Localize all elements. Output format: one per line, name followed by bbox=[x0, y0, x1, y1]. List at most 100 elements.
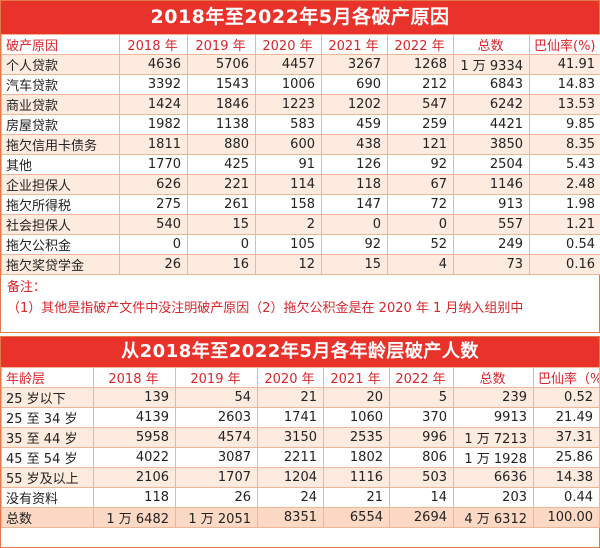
table-cell: 259 bbox=[387, 114, 454, 135]
table-cell: 438 bbox=[321, 134, 388, 155]
table-cell: 3267 bbox=[321, 54, 388, 75]
table-cell: 249 bbox=[453, 234, 530, 255]
table-cell: 37.31 bbox=[533, 427, 600, 448]
table-row: 社会担保人 540 15 2 0 0 557 1.21 bbox=[1, 214, 600, 235]
column-header: 2019 年 bbox=[187, 34, 256, 55]
table-cell: 8351 bbox=[257, 507, 324, 528]
table-cell: 14 bbox=[389, 487, 454, 508]
table-cell: 913 bbox=[453, 194, 530, 215]
table-cell: 540 bbox=[119, 214, 188, 235]
table-cell: 583 bbox=[255, 114, 322, 135]
table-cell: 158 bbox=[255, 194, 322, 215]
table-cell: 126 bbox=[321, 154, 388, 175]
table-cell: 118 bbox=[321, 174, 388, 195]
table1-body: 个人贷款 4636 5706 4457 3267 1268 1 万 9334 41.91 汽车贷… bbox=[1, 54, 600, 275]
notes-text: （1）其他是指破产文件中没注明破产原因（2）拖欠公积金是在 2020 年 1 月… bbox=[7, 301, 524, 316]
total-row: 总数 1 万 6482 1 万 2051 8351 6554 2694 4 万 6312 10… bbox=[1, 507, 600, 528]
age-group-table-block: 从2018年至2022年5月各年龄层破产人数 年龄层 2018 年 2019 年 20… bbox=[0, 336, 600, 548]
row-label: 汽车贷款 bbox=[1, 74, 120, 95]
table-cell: 16 bbox=[187, 254, 256, 275]
column-header: 2020 年 bbox=[255, 34, 322, 55]
table2-body: 25 岁以下 139 54 21 20 5 239 0.52 25 至 34 岁 4139 2603… bbox=[1, 387, 600, 528]
table-cell: 14.83 bbox=[529, 74, 600, 95]
column-header: 总数 bbox=[453, 34, 530, 55]
row-label: 45 至 54 岁 bbox=[1, 447, 94, 468]
table-cell: 806 bbox=[389, 447, 454, 468]
row-label: 25 岁以下 bbox=[1, 387, 94, 408]
table-cell: 1116 bbox=[323, 467, 390, 488]
table-cell: 4636 bbox=[119, 54, 188, 75]
table-cell: 1060 bbox=[323, 407, 390, 428]
table-cell: 67 bbox=[387, 174, 454, 195]
table-cell: 1 万 2051 bbox=[175, 507, 258, 528]
row-label: 社会担保人 bbox=[1, 214, 120, 235]
table-row: 拖欠信用卡债务 1811 880 600 438 121 3850 8.35 bbox=[1, 134, 600, 155]
table-cell: 503 bbox=[389, 467, 454, 488]
table-row: 其他 1770 425 91 126 92 2504 5.43 bbox=[1, 154, 600, 175]
table-cell: 2535 bbox=[323, 427, 390, 448]
table-cell: 1 万 1928 bbox=[453, 447, 534, 468]
table-row: 汽车贷款 3392 1543 1006 690 212 6843 14.83 bbox=[1, 74, 600, 95]
table-cell: 25.86 bbox=[533, 447, 600, 468]
table-cell: 239 bbox=[453, 387, 534, 408]
table-row: 25 岁以下 139 54 21 20 5 239 0.52 bbox=[1, 387, 600, 408]
table-cell: 690 bbox=[321, 74, 388, 95]
table-cell: 2694 bbox=[389, 507, 454, 528]
column-header: 巴仙率(%) bbox=[529, 34, 600, 55]
table-cell: 1268 bbox=[387, 54, 454, 75]
table-cell: 12 bbox=[255, 254, 322, 275]
table-cell: 1802 bbox=[323, 447, 390, 468]
row-label: 房屋贷款 bbox=[1, 114, 120, 135]
column-header: 2020 年 bbox=[257, 367, 324, 388]
table-row: 房屋贷款 1982 1138 583 459 259 4421 9.85 bbox=[1, 114, 600, 135]
table-cell: 5706 bbox=[187, 54, 256, 75]
table-cell: 1543 bbox=[187, 74, 256, 95]
table-cell: 118 bbox=[93, 487, 176, 508]
column-header: 巴仙率（%） bbox=[533, 367, 600, 388]
column-header: 破产原因 bbox=[1, 34, 120, 55]
bankruptcy-causes-table: 破产原因 2018 年 2019 年 2020 年 2021 年 2022 年总数 巴仙率(… bbox=[1, 34, 600, 275]
row-label: 拖欠信用卡债务 bbox=[1, 134, 120, 155]
row-label: 25 至 34 岁 bbox=[1, 407, 94, 428]
table-cell: 21 bbox=[257, 387, 324, 408]
table-cell: 2106 bbox=[93, 467, 176, 488]
table-row: 拖欠公积金 0 0 105 92 52 249 0.54 bbox=[1, 234, 600, 255]
table-row: 35 至 44 岁 5958 4574 3150 2535 996 1 万 7213 37.3… bbox=[1, 427, 600, 448]
table-cell: 91 bbox=[255, 154, 322, 175]
table-cell: 1.98 bbox=[529, 194, 600, 215]
table-cell: 14.38 bbox=[533, 467, 600, 488]
table-cell: 147 bbox=[321, 194, 388, 215]
notes-heading: 备注： bbox=[7, 280, 47, 295]
table-cell: 2603 bbox=[175, 407, 258, 428]
table-cell: 13.53 bbox=[529, 94, 600, 115]
column-header: 2021 年 bbox=[321, 34, 388, 55]
table-cell: 3850 bbox=[453, 134, 530, 155]
row-label: 55 岁及以上 bbox=[1, 467, 94, 488]
table-cell: 626 bbox=[119, 174, 188, 195]
table-cell: 0.16 bbox=[529, 254, 600, 275]
table-cell: 6554 bbox=[323, 507, 390, 528]
table-cell: 20 bbox=[323, 387, 390, 408]
row-label: 拖欠奖贷学金 bbox=[1, 254, 120, 275]
table-cell: 1 万 7213 bbox=[453, 427, 534, 448]
table-cell: 4139 bbox=[93, 407, 176, 428]
table-cell: 72 bbox=[387, 194, 454, 215]
table-cell: 0 bbox=[187, 234, 256, 255]
table-cell: 212 bbox=[387, 74, 454, 95]
table-cell: 9.85 bbox=[529, 114, 600, 135]
column-header: 2019 年 bbox=[175, 367, 258, 388]
table-cell: 26 bbox=[119, 254, 188, 275]
table-cell: 1707 bbox=[175, 467, 258, 488]
bankruptcy-causes-table-block: 2018年至2022年5月各破产原因 破产原因 2018 年 2019 年 2020 … bbox=[0, 0, 600, 333]
table-cell: 6843 bbox=[453, 74, 530, 95]
table-cell: 5 bbox=[389, 387, 454, 408]
table-row: 个人贷款 4636 5706 4457 3267 1268 1 万 9334 41.91 bbox=[1, 54, 600, 75]
table-cell: 221 bbox=[187, 174, 256, 195]
table-cell: 5958 bbox=[93, 427, 176, 448]
column-header: 2021 年 bbox=[323, 367, 390, 388]
table-cell: 459 bbox=[321, 114, 388, 135]
table-row: 没有资料 118 26 24 21 14 203 0.44 bbox=[1, 487, 600, 508]
row-label: 个人贷款 bbox=[1, 54, 120, 75]
table-cell: 4022 bbox=[93, 447, 176, 468]
column-header: 2022 年 bbox=[389, 367, 454, 388]
